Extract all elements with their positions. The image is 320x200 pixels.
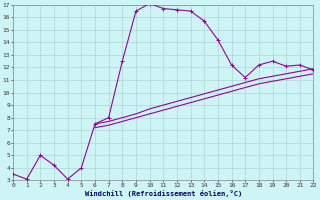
X-axis label: Windchill (Refroidissement éolien,°C): Windchill (Refroidissement éolien,°C) xyxy=(84,190,242,197)
